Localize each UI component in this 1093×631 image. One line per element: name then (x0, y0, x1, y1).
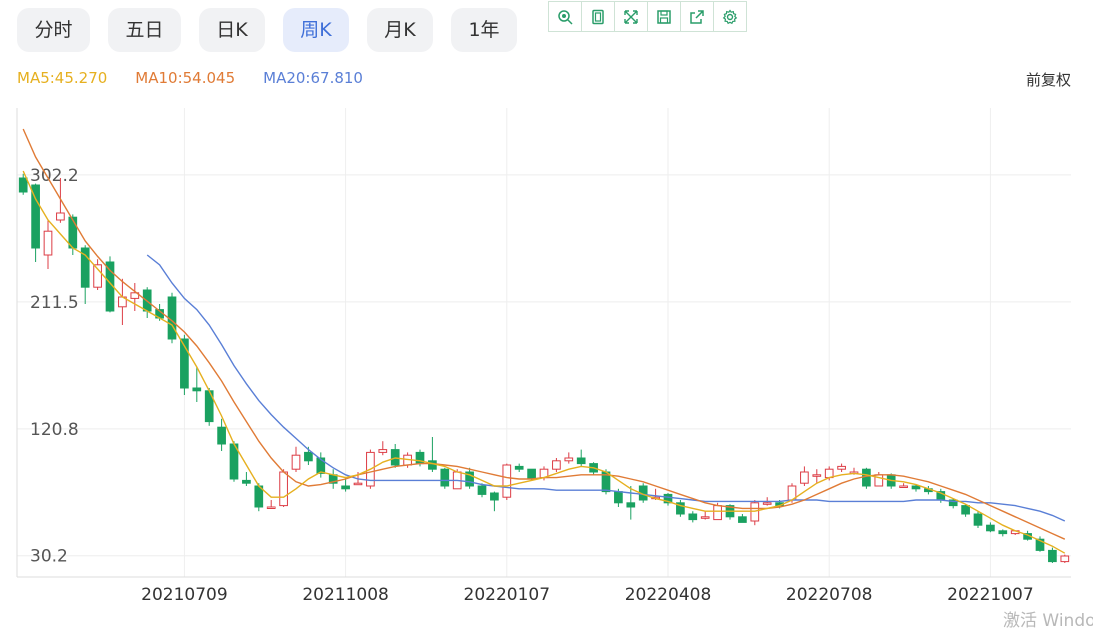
candle-body (762, 502, 772, 505)
candle-body (552, 460, 561, 470)
ma20-line (146, 254, 1066, 522)
candle-body (576, 457, 586, 465)
candle-body (18, 177, 28, 193)
candle-body (527, 468, 536, 480)
tab-intraday[interactable]: 分时 (17, 8, 90, 52)
candle-body (502, 464, 512, 498)
candle-body (911, 485, 921, 490)
x-tick-label: 20211008 (302, 585, 389, 605)
candle-body (279, 471, 288, 507)
y-tick-label: 302.2 (30, 166, 79, 186)
candle-body (998, 530, 1008, 535)
candle-body (800, 471, 809, 484)
candle-body (514, 465, 524, 470)
candle-body (465, 471, 474, 487)
candle-body (217, 426, 226, 445)
chart-toolbar (548, 1, 747, 32)
candle-body (68, 216, 78, 249)
tab-five-day[interactable]: 五日 (108, 8, 181, 52)
ma20-legend: MA20:67.810 (263, 69, 363, 87)
ma-lines-group (22, 128, 1066, 554)
candle-body (428, 460, 437, 470)
zoom-icon[interactable] (549, 2, 582, 31)
candle-body (316, 457, 326, 474)
candle-body (242, 479, 251, 484)
candle-body (440, 468, 450, 487)
tab-one-year[interactable]: 1年 (451, 8, 517, 52)
y-tick-label: 120.8 (30, 420, 79, 440)
candle-body (353, 482, 363, 486)
candle-body (738, 516, 747, 523)
x-tick-label: 20220408 (625, 585, 712, 605)
candle-body (1035, 538, 1045, 551)
ma5-legend: MA5:45.270 (17, 69, 108, 87)
x-tick-label: 20221007 (947, 585, 1034, 605)
candle-body (378, 449, 388, 453)
candle-body (43, 230, 53, 256)
candle-body (626, 502, 636, 508)
windows-activation-watermark: 激活 Windows (1003, 611, 1093, 631)
candle-body (676, 502, 685, 515)
candle-body (812, 474, 822, 477)
candle-body (614, 491, 623, 504)
candle-body (130, 292, 140, 299)
candle-body (341, 485, 350, 490)
tab-daily-k[interactable]: 日K (199, 8, 265, 52)
tab-weekly-k[interactable]: 周K (283, 8, 349, 52)
x-tick-label: 20220107 (464, 585, 551, 605)
x-tick-label: 20220708 (786, 585, 873, 605)
candle-body (837, 465, 846, 470)
candle-body (862, 468, 871, 487)
ma-legend: MA5:45.270 MA10:54.045 MA20:67.810 (17, 69, 391, 87)
candle-body (948, 499, 958, 507)
candle-body (663, 493, 673, 504)
share-icon[interactable] (681, 2, 714, 31)
ma10-legend: MA10:54.045 (135, 69, 236, 87)
candle-body (56, 212, 65, 221)
price-adjust-label[interactable]: 前复权 (1025, 71, 1071, 89)
candle-body (477, 485, 487, 495)
candle-body (564, 457, 574, 462)
candle-body (899, 485, 908, 488)
settings-icon[interactable] (714, 2, 746, 31)
candle-body (93, 264, 102, 288)
candle-body (180, 338, 189, 389)
candle-body (80, 247, 90, 288)
candle-body (31, 184, 40, 249)
candle-body (961, 505, 970, 515)
candle-body (490, 492, 499, 501)
save-icon[interactable] (648, 2, 681, 31)
candle-body (304, 451, 313, 462)
candle-body (986, 524, 995, 532)
candle-body (700, 516, 710, 519)
candle-body (688, 513, 698, 521)
copy-icon[interactable] (582, 2, 615, 31)
candle-body (1060, 555, 1070, 563)
fullscreen-icon[interactable] (615, 2, 648, 31)
candle-body (973, 513, 983, 526)
y-tick-label: 30.2 (30, 547, 68, 567)
candle-body (291, 454, 301, 470)
candle-body (192, 387, 202, 392)
y-tick-label: 211.5 (30, 293, 79, 313)
candle-body (713, 505, 722, 521)
candle-body (266, 506, 276, 509)
x-tick-label: 20210709 (141, 585, 228, 605)
candle-body (1048, 549, 1057, 563)
tab-monthly-k[interactable]: 月K (367, 8, 433, 52)
period-tabs: 分时 五日 日K 周K 月K 1年 (17, 8, 535, 52)
ma5-line (22, 170, 1066, 554)
